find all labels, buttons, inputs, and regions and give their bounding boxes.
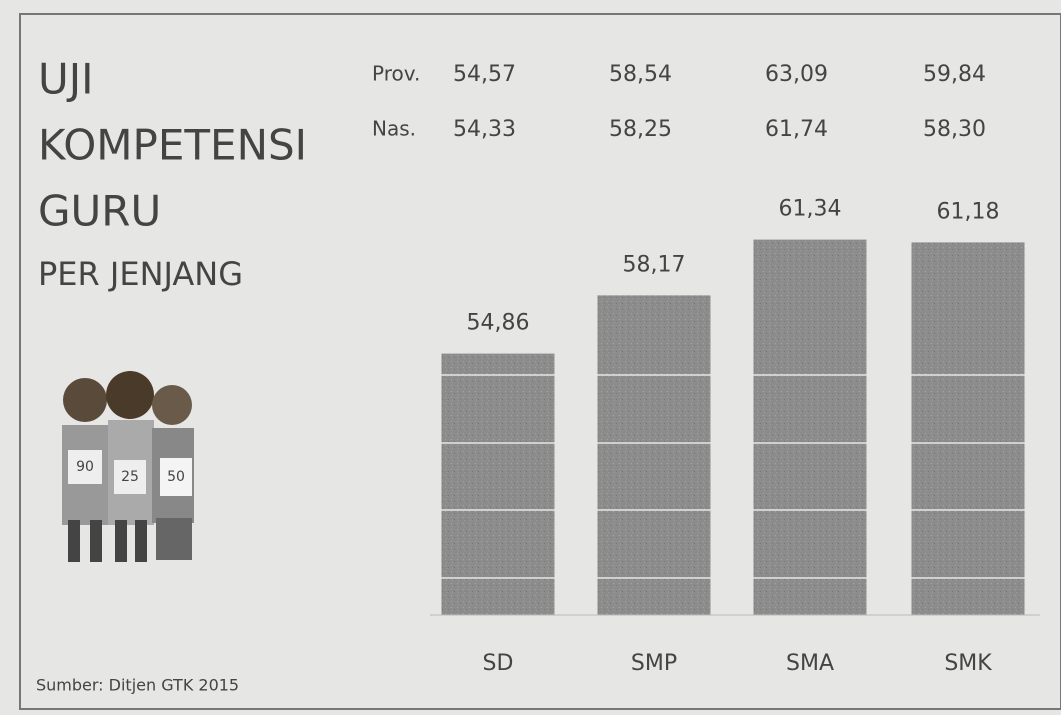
row-value: 58,25 (609, 117, 672, 142)
card-label: 25 (121, 469, 139, 485)
row-value: 63,09 (765, 62, 828, 87)
row-value: 54,57 (453, 62, 516, 87)
bar (912, 242, 1025, 615)
row-label: Nas. (372, 117, 416, 141)
title-line: KOMPETENSI (38, 121, 307, 170)
value-label: 58,17 (623, 252, 686, 277)
subtitle: PER JENJANG (38, 255, 243, 293)
bar (754, 240, 867, 615)
x-tick-label: SMP (631, 651, 677, 676)
row-value: 58,30 (923, 117, 986, 142)
x-tick-label: SMA (786, 651, 834, 676)
row-value: 61,74 (765, 117, 828, 142)
page: UJI KOMPETENSI GURU PER JENJANG Sumber: Ditj… (0, 0, 1061, 715)
row-label: Prov. (372, 62, 420, 86)
card-label: 50 (167, 469, 185, 485)
row-value: 58,54 (609, 62, 672, 87)
title-line: UJI (38, 55, 94, 104)
value-label: 61,18 (937, 199, 1000, 224)
x-tick-label: SMK (944, 651, 992, 676)
bar (442, 354, 555, 615)
chart: UJI KOMPETENSI GURU PER JENJANG Sumber: Ditj… (0, 0, 1061, 715)
x-tick-label: SD (483, 651, 514, 676)
bar (598, 295, 711, 615)
source: Sumber: Ditjen GTK 2015 (36, 676, 239, 695)
value-label: 61,34 (779, 197, 842, 222)
card-label: 90 (76, 459, 94, 475)
title-line: GURU (38, 187, 161, 236)
row-value: 54,33 (453, 117, 516, 142)
value-label: 54,86 (467, 311, 530, 336)
row-value: 59,84 (923, 62, 986, 87)
